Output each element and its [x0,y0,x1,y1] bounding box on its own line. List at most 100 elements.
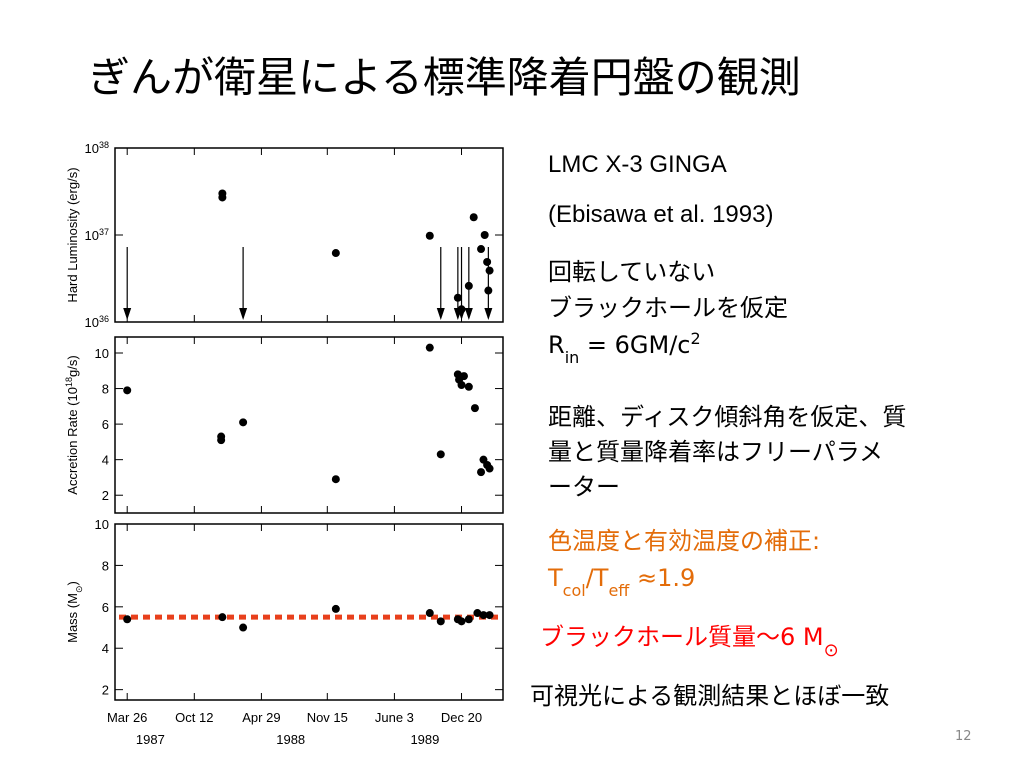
data-point [239,623,248,632]
tick-exponent: 36 [99,314,109,324]
panel-frame [114,147,504,323]
tick-base: 10 [85,141,99,156]
data-point [425,343,434,352]
data-point [477,245,486,254]
data-point [331,249,340,258]
y-tick-label: 6 [102,600,109,615]
tick-exponent: 38 [99,140,109,150]
text: ブラックホール質量～6 M [540,623,824,651]
panel-frame [114,336,504,514]
y-tick-label: 10 [95,517,109,532]
data-point [484,286,493,295]
data-point [217,436,226,445]
y-axis-label: Accretion Rate (1018g/s) [64,355,80,494]
text: = 6GM/c [579,331,690,359]
data-point [483,257,492,266]
y-tick-label: 6 [102,417,109,432]
correction-formula: Tcol/Teff ≈1.9 [547,564,695,600]
x-tick-label: Apr 29 [242,710,280,725]
conclusion: 可視光による観測結果とほぼ一致 [530,682,889,710]
data-point [464,281,473,290]
label-part: ) [65,581,80,585]
tick-exponent: 37 [99,227,109,237]
arrow-head [123,308,132,320]
label-part: 18 [64,377,74,387]
data-point [331,475,340,484]
upper-limit-arrow [484,247,493,320]
panel-frame [114,523,504,701]
data-point [459,372,468,381]
data-point [425,231,434,240]
data-point [453,293,462,302]
data-point [123,615,132,624]
data-point [239,418,248,427]
notes: LMC X-3 GINGA (Ebisawa et al. 1993) 回転して… [530,151,906,710]
text: /T [586,564,609,592]
correction-note: 色温度と有効温度の補正: [548,527,820,555]
tick-base: 10 [85,228,99,243]
data-point [479,611,488,620]
text: R [548,331,565,359]
data-point [485,464,494,473]
note-line: ーター [548,473,620,501]
y-tick-label: 1038 [85,140,109,156]
data-point [464,615,473,624]
text: T [547,564,563,592]
data-point [473,609,482,618]
slide-title: ぎんが衛星による標準降着円盤の観測 [88,53,801,102]
label-part: Accretion Rate (10 [65,387,80,495]
x-tick-label: Oct 12 [175,710,213,725]
data-point [480,231,489,239]
y-tick-label: 8 [102,382,109,397]
label-part: g/s) [65,355,80,377]
data-point [218,193,227,202]
x-tick-label: Dec 20 [441,710,482,725]
subscript: in [565,348,580,367]
data-point [436,617,445,626]
subscript: col [563,581,586,600]
y-tick-label: 1037 [85,227,109,243]
text: ≈1.9 [629,564,695,592]
note-line: 距離、ディスク傾斜角を仮定、質 [548,403,906,431]
y-tick-label: 4 [102,453,109,468]
data-point [469,213,478,222]
data-point [485,266,494,275]
y-tick-label: 8 [102,558,109,573]
tick-base: 10 [85,315,99,330]
y-axis-label: Mass (M⊙) [65,581,84,643]
label-part: Mass (M [65,593,80,643]
year-label: 1987 [136,732,165,747]
label-part: ⊙ [74,585,84,593]
note-line: (Ebisawa et al. 1993) [548,201,773,228]
subscript: ⊙ [824,640,839,661]
data-point [425,609,434,618]
data-point [464,382,473,391]
x-tick-label: Mar 26 [107,710,147,725]
data-point [470,404,479,413]
arrow-head [484,308,493,320]
data-point [436,450,445,459]
data-point [485,611,494,620]
mass-note: ブラックホール質量～6 M⊙ [540,623,839,661]
note-line: 量と質量降着率はフリーパラメ [548,438,883,466]
x-tick-label: June 3 [375,710,414,725]
data-point [218,613,227,622]
arrow-head [436,308,445,320]
page-number: 12 [955,729,972,744]
y-tick-label: 2 [102,683,109,698]
arrow-head [239,308,248,320]
data-point [331,604,340,613]
subscript: eff [608,581,630,600]
year-label: 1988 [276,732,305,747]
note-line: 回転していない [548,258,715,286]
y-tick-label: 1036 [85,314,109,330]
x-tick-label: Nov 15 [307,710,348,725]
data-point [457,305,466,314]
data-point [123,386,132,395]
y-axis-label: Hard Luminosity (erg/s) [65,167,80,302]
note-line: ブラックホールを仮定 [548,294,788,322]
y-tick-label: 4 [102,641,109,656]
data-point [457,617,466,626]
